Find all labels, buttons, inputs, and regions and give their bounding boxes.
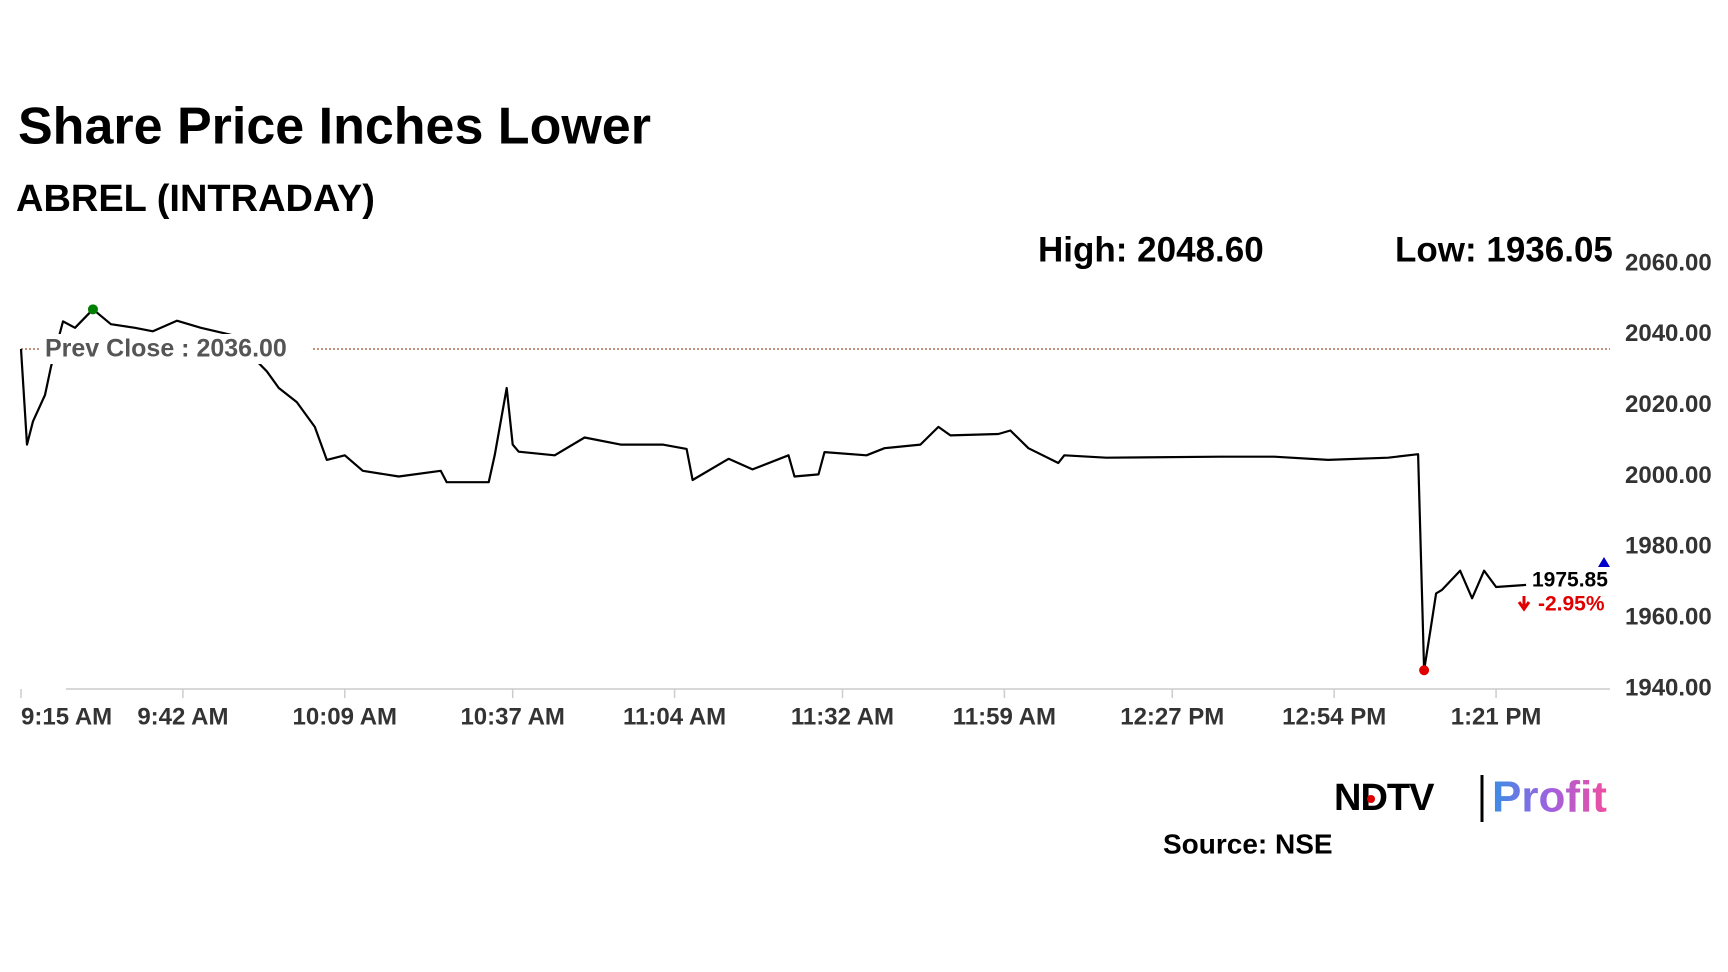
logo-ndtv: NDTV — [1334, 777, 1435, 819]
high-marker — [87, 304, 98, 315]
y-tick-label: 1980.00 — [1625, 533, 1712, 560]
last-marker — [1598, 557, 1610, 568]
x-tick-label: 12:27 PM — [1120, 703, 1224, 730]
y-tick-label: 2060.00 — [1625, 249, 1712, 276]
y-tick-label: 2040.00 — [1625, 320, 1712, 347]
down-arrow — [1517, 596, 1531, 612]
low-marker — [1419, 665, 1430, 676]
plot-area: 1940.00 1960.00 1980.00 2000.00 2020.00 2040.… — [19, 249, 1712, 730]
x-tick-label: 12:54 PM — [1282, 703, 1386, 730]
chart-subtitle: ABREL (INTRADAY) — [16, 178, 375, 220]
low-text: Low: 1936.05 — [1395, 230, 1613, 269]
y-tick-label: 2020.00 — [1625, 391, 1712, 418]
x-tick-label: 9:42 AM — [137, 703, 228, 730]
logo-dot — [1367, 795, 1375, 803]
x-tick-label: 9:15 AM — [21, 703, 112, 730]
high-text: High: 2048.60 — [1038, 230, 1264, 269]
x-tick-label: 10:37 AM — [460, 703, 564, 730]
prev-close-label: Prev Close : 2036.00 — [45, 335, 287, 363]
y-tick-label: 2000.00 — [1625, 462, 1712, 489]
x-tick-label: 1:21 PM — [1451, 703, 1542, 730]
last-price-label: 1975.85 — [1532, 569, 1608, 592]
chart-title: Share Price Inches Lower — [18, 98, 651, 156]
prev-close-label-bg — [40, 334, 312, 364]
price-line — [19, 308, 1527, 672]
x-tick-label: 10:09 AM — [293, 703, 397, 730]
source: Source: NSE — [1163, 828, 1333, 859]
y-tick-label: 1960.00 — [1625, 604, 1712, 631]
logo-profit: Profit — [1492, 773, 1607, 822]
x-tick-label: 11:04 AM — [623, 703, 726, 730]
x-tick-label: 11:59 AM — [953, 703, 1056, 730]
x-tick-label: 11:32 AM — [791, 703, 894, 730]
y-tick-label: 1940.00 — [1625, 674, 1712, 701]
change-label: -2.95% — [1538, 593, 1605, 616]
